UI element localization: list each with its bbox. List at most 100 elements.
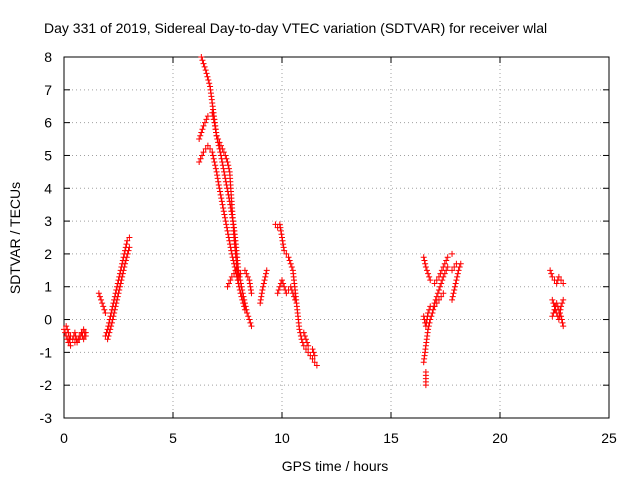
data-point-marker [556,309,563,316]
data-markers [61,54,567,389]
data-point-marker [225,234,232,241]
data-point-marker [444,264,451,271]
data-point-marker [245,313,252,320]
data-point-marker [219,159,226,166]
data-point-marker [304,339,311,346]
data-point-marker [229,254,236,261]
data-point-marker [225,231,232,238]
data-point-marker [258,293,265,300]
data-point-marker [288,287,295,294]
data-point-marker [433,300,440,307]
data-point-marker [116,283,123,290]
y-axis-label: SDTVAR / TECUs [7,182,23,294]
data-point-marker [454,270,461,277]
x-tick-label: 0 [60,430,68,446]
data-point-marker [102,309,109,316]
data-point-marker [66,336,73,343]
data-point-marker [305,342,312,349]
data-point-marker [96,293,103,300]
data-point-marker [77,332,84,339]
data-point-marker [443,267,450,274]
data-point-marker [549,313,556,320]
data-point-marker [199,57,206,64]
data-point-marker [219,201,226,208]
data-point-marker [64,326,71,333]
data-point-marker [276,221,283,228]
data-point-marker [231,260,238,267]
data-point-marker [123,241,130,248]
data-point-marker [425,309,432,316]
data-point-marker [201,63,208,70]
data-point-marker [114,293,121,300]
data-point-marker [441,270,448,277]
data-point-marker [115,290,122,297]
data-point-marker [438,293,445,300]
data-point-marker [231,270,238,277]
y-tick-label: 7 [44,82,52,98]
data-point-marker [287,283,294,290]
y-tick-label: -1 [40,344,53,360]
data-point-marker [279,234,285,241]
y-tick-label: -2 [40,377,53,393]
data-point-marker [248,290,255,297]
data-point-marker [196,136,203,143]
data-point-marker [262,273,269,280]
data-point-marker [233,273,240,280]
data-point-marker [556,313,563,320]
data-point-marker [226,241,233,248]
data-point-marker [247,319,254,326]
data-point-marker [440,273,447,280]
data-point-marker [431,303,438,310]
data-point-marker [422,369,429,376]
data-point-marker [257,296,264,303]
data-point-marker [274,290,281,297]
data-point-marker [435,296,442,303]
grid-lines [64,57,609,418]
data-point-marker [118,277,125,284]
data-point-marker [223,221,230,228]
data-point-marker [310,349,317,356]
data-point-marker [281,283,288,290]
data-point-marker [225,165,232,172]
data-point-marker [258,290,265,297]
data-point-marker [63,323,70,330]
data-point-marker [230,257,237,264]
data-point-marker [98,296,105,303]
data-point-marker [313,362,320,369]
data-point-marker [263,267,270,274]
data-point-marker [281,247,288,254]
data-point-marker [560,280,567,287]
data-point-marker [233,267,240,274]
data-point-marker [427,277,434,284]
data-point-marker [456,264,463,271]
data-point-marker [302,346,309,353]
data-point-marker [309,355,316,362]
data-point-marker [125,247,132,254]
data-point-marker [80,326,87,333]
data-point-marker [550,300,557,307]
data-point-marker [198,129,205,136]
data-point-marker [221,168,228,175]
data-point-marker [440,290,447,297]
data-point-marker [457,260,464,267]
data-point-marker [126,244,133,251]
data-point-marker [451,287,458,294]
data-point-marker [123,254,130,261]
data-point-marker [124,237,131,244]
data-point-marker [263,270,270,277]
data-point-marker [426,273,433,280]
data-point-marker [219,162,226,169]
data-point-marker [301,332,308,339]
data-point-marker [223,224,230,231]
data-point-marker [433,277,440,284]
data-point-marker [227,277,234,284]
data-point-marker [279,277,285,284]
data-point-marker [450,290,457,297]
data-point-marker [455,267,462,274]
data-point-marker [451,264,458,271]
x-tick-label: 10 [274,430,290,446]
data-point-marker [196,159,203,166]
data-point-marker [71,329,78,336]
data-point-marker [235,280,242,287]
data-point-marker [275,287,282,294]
